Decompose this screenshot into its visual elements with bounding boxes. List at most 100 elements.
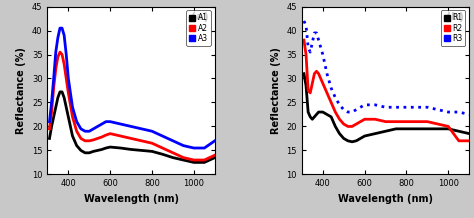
R1 [446, 128, 451, 130]
R3 [393, 106, 399, 109]
R2 [349, 125, 355, 128]
R3 [345, 111, 351, 113]
A1 [99, 148, 105, 151]
R2 [328, 101, 334, 104]
A2 [107, 132, 113, 135]
Y-axis label: Reflectance (%): Reflectance (%) [271, 47, 281, 134]
R2 [320, 82, 326, 85]
A1 [201, 161, 207, 164]
R3 [314, 32, 319, 34]
A3 [57, 27, 63, 29]
A3 [51, 77, 56, 80]
A2 [103, 134, 109, 136]
A2 [212, 154, 218, 157]
A1 [53, 106, 59, 109]
Line: A1: A1 [49, 92, 215, 162]
R1 [320, 111, 326, 113]
R3 [354, 108, 359, 111]
A3 [128, 125, 134, 128]
A3 [55, 36, 61, 39]
A3 [64, 53, 69, 56]
R3 [372, 104, 378, 106]
Line: A2: A2 [49, 52, 215, 160]
A1 [78, 149, 84, 152]
A2 [78, 137, 84, 140]
A3 [46, 120, 52, 123]
R1 [314, 113, 319, 116]
R1 [345, 140, 351, 142]
R3 [341, 108, 346, 111]
A3 [82, 130, 88, 133]
Text: (a): (a) [191, 12, 209, 22]
A1 [59, 91, 65, 93]
R2 [310, 82, 315, 85]
A3 [139, 128, 145, 130]
A3 [91, 128, 96, 130]
R2 [305, 89, 311, 92]
R1 [404, 128, 410, 130]
R3 [303, 24, 309, 27]
R2 [341, 123, 346, 125]
Line: R3: R3 [304, 21, 469, 114]
A1 [82, 152, 88, 154]
A3 [212, 140, 218, 142]
R3 [425, 106, 430, 109]
A2 [51, 87, 56, 89]
A3 [118, 123, 124, 125]
R1 [466, 132, 472, 135]
R3 [310, 41, 315, 44]
R2 [372, 118, 378, 121]
R2 [311, 72, 317, 75]
R1 [318, 111, 324, 113]
R2 [337, 118, 342, 121]
R2 [425, 120, 430, 123]
R3 [307, 51, 313, 53]
A2 [181, 156, 186, 159]
X-axis label: Wavelength (nm): Wavelength (nm) [338, 194, 433, 204]
A1 [149, 150, 155, 153]
A2 [160, 147, 165, 149]
R1 [316, 111, 321, 113]
A3 [191, 147, 197, 149]
R3 [404, 106, 410, 109]
A1 [160, 153, 165, 156]
Legend: R1, R2, R3: R1, R2, R3 [441, 10, 465, 46]
A2 [82, 140, 88, 142]
R2 [303, 53, 309, 56]
R3 [456, 111, 462, 113]
R2 [345, 125, 351, 128]
R1 [349, 140, 355, 143]
A1 [70, 135, 75, 137]
R2 [301, 39, 307, 41]
A1 [139, 149, 145, 152]
R2 [456, 140, 462, 142]
A2 [118, 135, 124, 137]
A1 [51, 116, 56, 118]
R3 [318, 46, 324, 49]
R1 [324, 113, 330, 116]
R3 [466, 113, 472, 116]
R1 [383, 130, 388, 133]
X-axis label: Wavelength (nm): Wavelength (nm) [83, 194, 179, 204]
A1 [103, 147, 109, 149]
A2 [191, 159, 197, 161]
A1 [95, 149, 100, 152]
A2 [70, 116, 75, 118]
R3 [383, 106, 388, 109]
R3 [414, 106, 420, 109]
R2 [318, 77, 324, 80]
R1 [357, 137, 363, 140]
A3 [86, 130, 92, 133]
A3 [149, 130, 155, 133]
A3 [65, 77, 71, 80]
R1 [305, 111, 311, 113]
Legend: A1, A2, A3: A1, A2, A3 [186, 10, 211, 46]
R3 [446, 111, 451, 113]
R1 [332, 125, 338, 128]
A2 [99, 136, 105, 138]
A2 [86, 140, 92, 142]
R3 [362, 104, 367, 106]
R3 [357, 106, 363, 109]
A1 [118, 147, 124, 149]
Line: R1: R1 [304, 74, 469, 142]
